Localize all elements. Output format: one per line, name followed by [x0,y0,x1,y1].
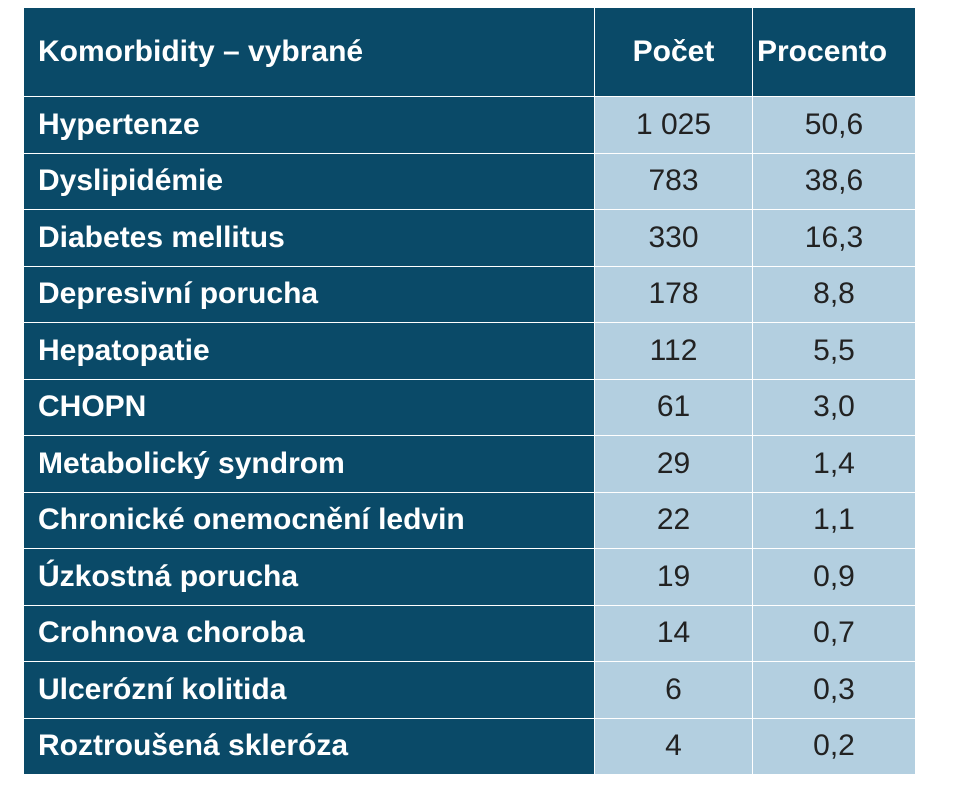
table-row: Diabetes mellitus 330 16,3 [23,209,916,267]
table-row: Chronické onemocnění ledvin 22 1,1 [23,491,916,549]
row-percent: 0,3 [752,661,916,719]
table-row: Crohnova choroba 14 0,7 [23,604,916,662]
table-row: CHOPN 61 3,0 [23,378,916,436]
row-count: 330 [594,209,753,267]
row-count: 1 025 [594,96,753,154]
row-count: 19 [594,548,753,606]
row-name: Ulcerózní kolitida [23,661,595,719]
row-count: 112 [594,322,753,380]
row-name: Dyslipidémie [23,152,595,210]
row-name: Diabetes mellitus [23,209,595,267]
header-comorbidity: Komorbidity – vybrané [23,7,595,97]
row-percent: 1,4 [752,435,916,493]
row-count: 178 [594,265,753,323]
header-count: Počet [594,7,753,97]
table-header-row: Komorbidity – vybrané Počet Procento [23,7,916,97]
row-name: Úzkostná porucha [23,548,595,606]
row-name: CHOPN [23,378,595,436]
row-name: Hepatopatie [23,322,595,380]
table-row: Hepatopatie 112 5,5 [23,322,916,380]
row-percent: 0,7 [752,604,916,662]
row-count: 4 [594,717,753,775]
row-percent: 1,1 [752,491,916,549]
row-name: Hypertenze [23,96,595,154]
row-percent: 0,2 [752,717,916,775]
table-row: Dyslipidémie 783 38,6 [23,152,916,210]
row-count: 14 [594,604,753,662]
comorbidity-table: Komorbidity – vybrané Počet Procento Hyp… [23,7,916,775]
row-percent: 8,8 [752,265,916,323]
table-row: Roztroušená skleróza 4 0,2 [23,717,916,775]
row-count: 29 [594,435,753,493]
row-count: 61 [594,378,753,436]
row-name: Roztroušená skleróza [23,717,595,775]
row-name: Metabolický syndrom [23,435,595,493]
row-percent: 5,5 [752,322,916,380]
row-count: 783 [594,152,753,210]
row-count: 22 [594,491,753,549]
row-count: 6 [594,661,753,719]
row-percent: 16,3 [752,209,916,267]
table-row: Hypertenze 1 025 50,6 [23,96,916,154]
row-percent: 38,6 [752,152,916,210]
row-name: Depresivní porucha [23,265,595,323]
header-percent: Procento [752,7,916,97]
table-row: Úzkostná porucha 19 0,9 [23,548,916,606]
table-row: Ulcerózní kolitida 6 0,3 [23,661,916,719]
row-percent: 3,0 [752,378,916,436]
row-name: Chronické onemocnění ledvin [23,491,595,549]
row-percent: 0,9 [752,548,916,606]
table-row: Depresivní porucha 178 8,8 [23,265,916,323]
table-row: Metabolický syndrom 29 1,4 [23,435,916,493]
row-percent: 50,6 [752,96,916,154]
row-name: Crohnova choroba [23,604,595,662]
